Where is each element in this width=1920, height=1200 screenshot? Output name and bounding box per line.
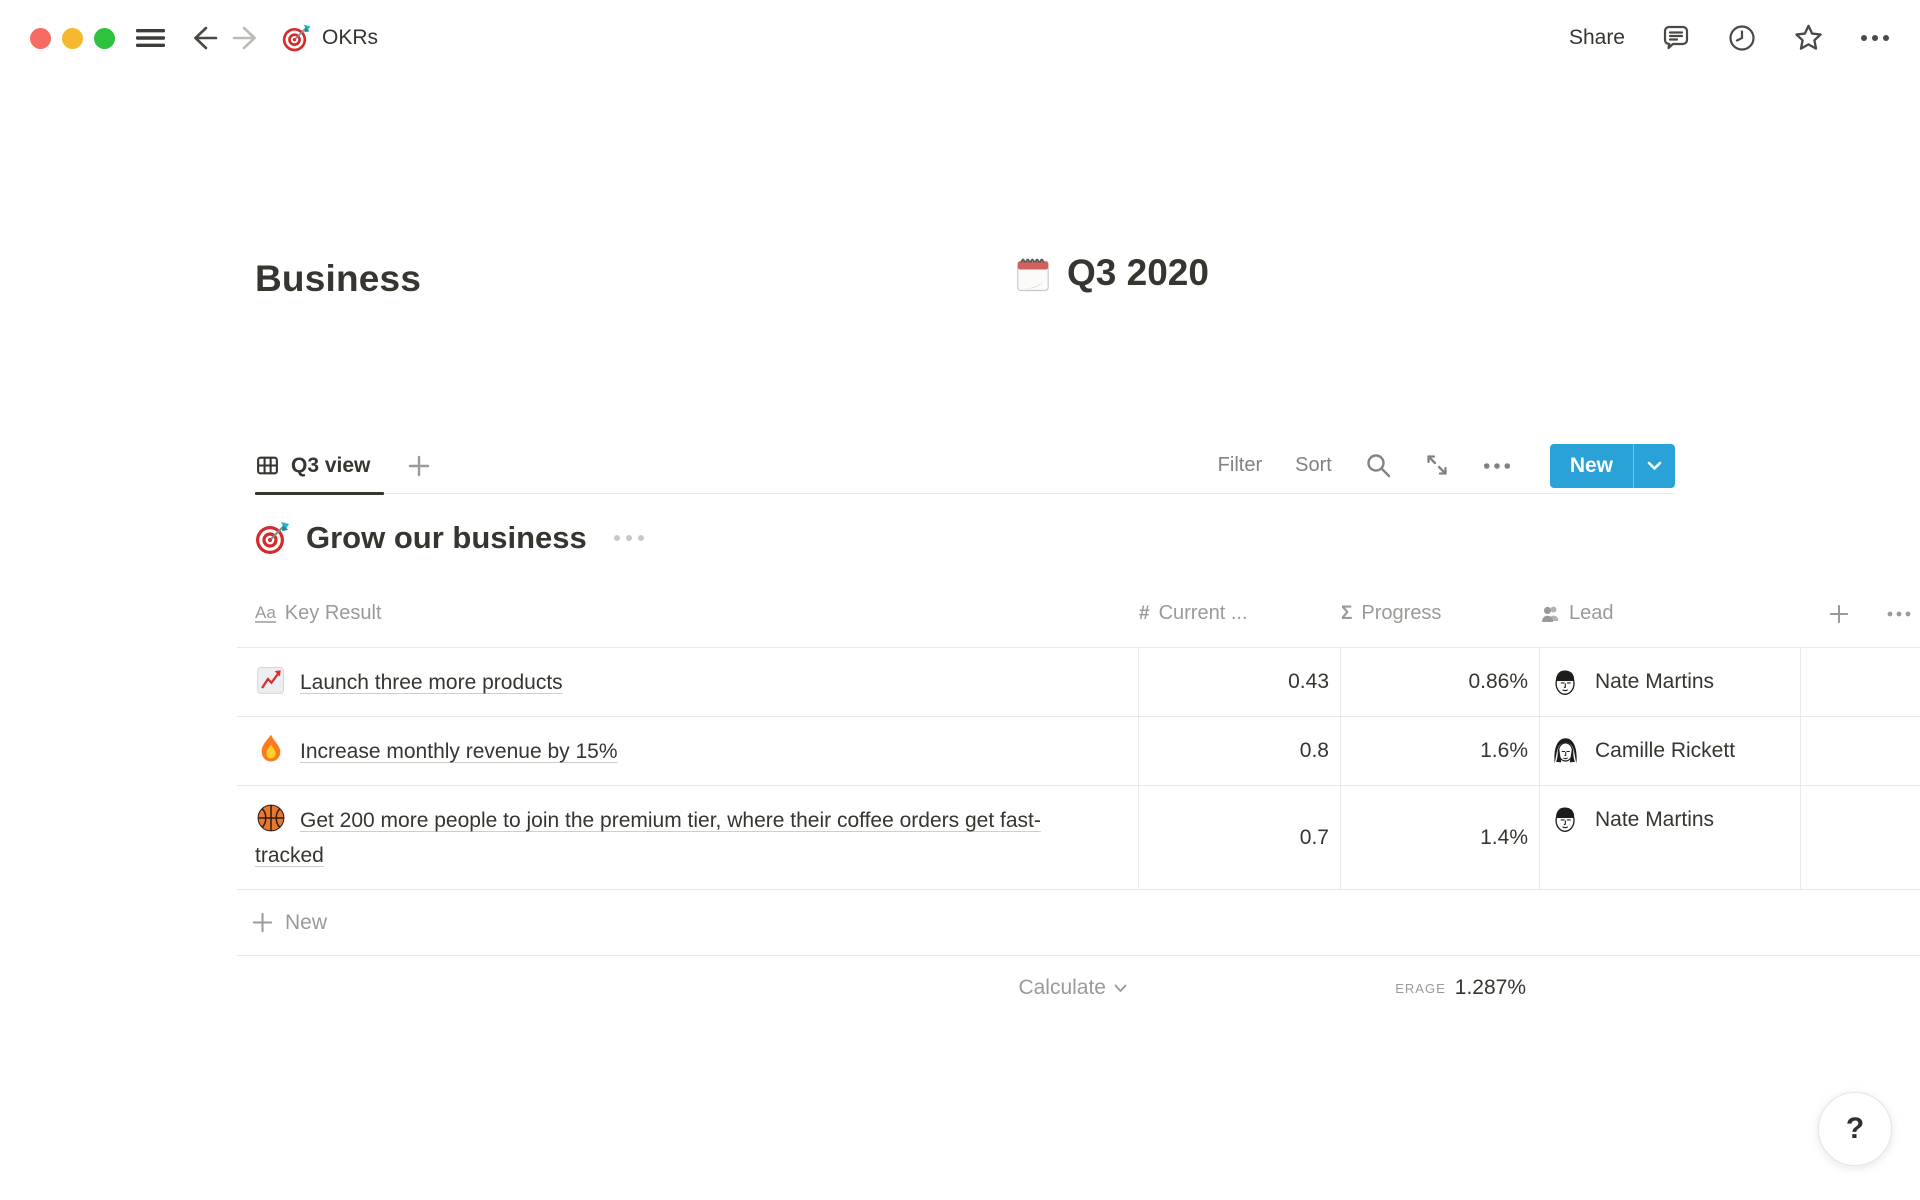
lead-cell[interactable]: Nate Martins [1540,786,1801,889]
collection-toolbar: Q3 view Filter Sort New [255,438,1675,495]
forward-icon[interactable] [232,24,260,52]
avatar-camille-rickett [1553,737,1578,764]
close-window-button[interactable] [30,27,51,49]
page-link[interactable]: Get 200 more people to join the premium … [255,809,1041,867]
favorite-star-icon[interactable] [1793,23,1824,53]
lead-footer-cell[interactable] [1540,956,1801,1020]
number-property-icon: # [1139,602,1150,624]
minimize-window-button[interactable] [62,27,83,49]
breadcrumb[interactable]: OKRs [282,20,378,56]
table-row: Get 200 more people to join the premium … [237,786,1920,890]
column-header-current[interactable]: # Current ... [1139,602,1248,624]
current-cell[interactable]: 0.43 [1139,648,1341,716]
chevron-down-icon [1114,984,1127,992]
zoom-window-button[interactable] [94,27,115,49]
page-title-business: Business [255,258,422,299]
column-header-lead[interactable]: Lead [1540,580,1801,647]
filter-button[interactable]: Filter [1217,454,1263,476]
progress-average-cell[interactable]: ERAGE 1.287% [1341,956,1540,1020]
doc-title: OKRs [322,26,379,49]
lead-cell[interactable]: Nate Martins [1540,648,1801,716]
new-record-button[interactable]: New [1549,443,1675,488]
page-title-q3: Q3 2020 [1012,252,1209,294]
person-property-icon [1542,606,1559,622]
key-result-cell[interactable]: Increase monthly revenue by 15% [237,717,1139,785]
lead-cell[interactable]: Camille Rickett [1540,717,1801,785]
add-column-icon[interactable] [1829,604,1849,624]
table-options-icon[interactable] [1887,611,1911,617]
collection-heading: Grow our business [255,518,644,558]
table-row: Increase monthly revenue by 15% 0.8 1.6%… [237,717,1920,786]
progress-cell[interactable]: 1.4% [1341,786,1540,889]
comments-icon[interactable] [1661,23,1691,53]
okr-table: Aa Key Result # Current ... Σ Progress L… [237,580,1920,1020]
collection-options-icon[interactable] [613,535,644,541]
spiral-calendar-emoji-icon [1016,258,1050,292]
current-footer-cell[interactable] [1139,956,1341,1020]
sidebar-menu-icon[interactable] [135,26,166,50]
add-view-icon[interactable] [408,455,430,477]
fire-emoji-icon [261,734,281,762]
empty-cell [1801,717,1920,785]
progress-cell[interactable]: 0.86% [1341,648,1540,716]
basketball-emoji-icon [257,804,285,832]
progress-cell[interactable]: 1.6% [1341,717,1540,785]
table-view-icon [257,456,278,475]
empty-cell [1801,648,1920,716]
title-property-icon: Aa [255,602,276,624]
column-header-progress[interactable]: Σ Progress [1341,602,1442,624]
back-icon[interactable] [190,24,218,52]
share-button[interactable]: Share [1568,26,1625,49]
average-value: 1.287% [1454,976,1526,999]
avatar-nate-martins [1555,806,1575,832]
search-icon[interactable] [1365,452,1392,479]
key-result-cell[interactable]: Launch three more products [237,648,1139,716]
page-link[interactable]: Increase monthly revenue by 15% [300,740,618,763]
tab-q3-view[interactable]: Q3 view [255,438,385,495]
view-options-icon[interactable] [1483,462,1511,470]
empty-cell [1801,786,1920,889]
traffic-lights [30,27,115,49]
target-emoji-icon [255,521,290,555]
formula-property-icon: Σ [1341,602,1353,624]
target-emoji-icon [282,23,312,53]
new-dropdown-chevron-icon[interactable] [1633,443,1675,488]
calculate-dropdown[interactable]: Calculate [237,956,1139,1020]
avatar-nate-martins [1555,669,1575,695]
chart-increasing-emoji-icon [256,666,285,695]
extra-footer-cell [1801,956,1920,1020]
sort-button[interactable]: Sort [1295,454,1332,476]
table-row: Launch three more products 0.43 0.86% Na… [237,648,1920,717]
updates-clock-icon[interactable] [1727,23,1757,53]
window-titlebar: OKRs Share [0,0,1920,76]
average-label: ERAGE [1395,980,1446,996]
key-result-cell[interactable]: Get 200 more people to join the premium … [237,786,1139,889]
page-link[interactable]: Launch three more products [300,671,563,694]
table-header-row: Aa Key Result # Current ... Σ Progress L… [237,580,1920,648]
expand-view-icon[interactable] [1425,453,1450,478]
plus-icon [252,912,273,933]
collection-title: Grow our business [306,520,587,555]
add-row-button[interactable]: New [237,890,1920,956]
current-cell[interactable]: 0.7 [1139,786,1341,889]
column-header-key-result[interactable]: Aa Key Result [255,602,382,624]
current-cell[interactable]: 0.8 [1139,717,1341,785]
more-options-icon[interactable] [1860,34,1890,42]
table-header-extra [1801,580,1920,647]
table-footer-row: Calculate ERAGE 1.287% [237,956,1920,1020]
help-button[interactable]: ? [1818,1092,1892,1166]
